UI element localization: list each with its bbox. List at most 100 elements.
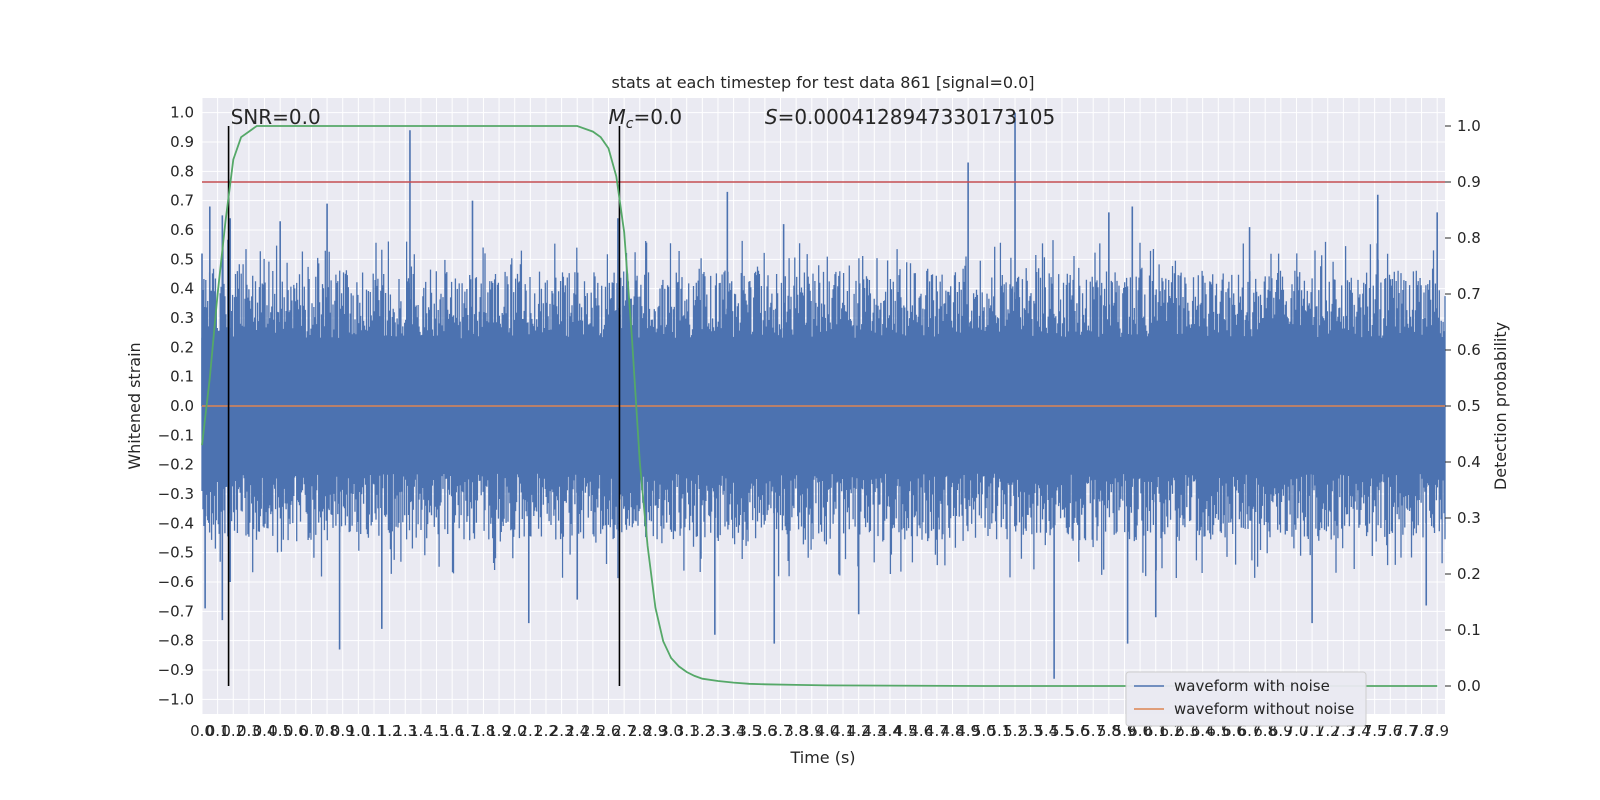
x-tick-label: 3.9	[800, 722, 824, 740]
x-tick-label: 3.0	[659, 722, 683, 740]
y-tick-label: 0.3	[170, 309, 194, 327]
x-tick-label: 5.0	[972, 722, 996, 740]
x-tick-label: 4.9	[956, 722, 980, 740]
y2-tick-label: 1.0	[1457, 117, 1481, 135]
x-tick-label: 3.8	[784, 722, 808, 740]
x-tick-label: 4.6	[909, 722, 933, 740]
x-tick-label: 1.8	[472, 722, 496, 740]
x-tick-label: 7.7	[1394, 722, 1418, 740]
y-tick-label: −0.2	[158, 456, 194, 474]
y2-tick-label: 0.8	[1457, 229, 1481, 247]
x-tick-label: 2.6	[597, 722, 621, 740]
x-tick-label: 4.1	[831, 722, 855, 740]
y-tick-label: 0.7	[170, 192, 194, 210]
x-tick-label: 1.7	[456, 722, 480, 740]
y2-tick-label: 0.6	[1457, 341, 1481, 359]
y-tick-label: −0.1	[158, 426, 194, 444]
x-tick-label: 7.5	[1363, 722, 1387, 740]
x-tick-label: 0.3	[237, 722, 261, 740]
x-tick-label: 4.2	[847, 722, 871, 740]
y-tick-label: −0.3	[158, 485, 194, 503]
y2-tick-label: 0.7	[1457, 285, 1481, 303]
x-tick-label: 7.6	[1378, 722, 1402, 740]
x-tick-label: 4.7	[925, 722, 949, 740]
x-tick-label: 2.1	[518, 722, 542, 740]
y2-axis-label: Detection probability	[1491, 322, 1510, 490]
y2-tick-label: 0.5	[1457, 397, 1481, 415]
x-tick-label: 4.8	[941, 722, 965, 740]
x-tick-label: 1.4	[409, 722, 433, 740]
x-tick-label: 3.6	[753, 722, 777, 740]
annotation-snr: SNR=0.0	[231, 105, 321, 129]
x-tick-label: 4.5	[894, 722, 918, 740]
x-tick-label: 0.9	[331, 722, 355, 740]
x-tick-label: 7.9	[1425, 722, 1449, 740]
x-tick-label: 5.1	[987, 722, 1011, 740]
detection-probability-line	[201, 125, 1438, 687]
legend-label-noise: waveform with noise	[1174, 677, 1330, 695]
x-tick-label: 4.0	[815, 722, 839, 740]
x-tick-label: 2.2	[534, 722, 558, 740]
legend-label-clean: waveform without noise	[1174, 700, 1354, 718]
x-tick-label: 3.7	[769, 722, 793, 740]
x-tick-label: 1.0	[346, 722, 370, 740]
x-tick-label: 5.7	[1081, 722, 1105, 740]
x-tick-label: 3.3	[706, 722, 730, 740]
x-tick-label: 5.6	[1066, 722, 1090, 740]
x-tick-label: 1.2	[378, 722, 402, 740]
annotation-mc: Mc=0.0	[609, 105, 683, 132]
legend-box	[1125, 671, 1367, 727]
x-tick-label: 1.3	[393, 722, 417, 740]
y-tick-label: 1.0	[170, 104, 194, 122]
x-tick-label: 2.0	[503, 722, 527, 740]
y2-tick-label: 0.9	[1457, 173, 1481, 191]
x-tick-label: 2.9	[643, 722, 667, 740]
x-tick-label: 0.8	[315, 722, 339, 740]
y-tick-label: 0.8	[170, 162, 194, 180]
x-axis-label: Time (s)	[789, 748, 855, 767]
x-tick-label: 1.6	[440, 722, 464, 740]
y-tick-label: −0.6	[158, 573, 194, 591]
x-tick-label: 2.7	[612, 722, 636, 740]
x-tick-labels: 0.00.10.20.30.40.50.60.70.80.91.01.11.21…	[190, 722, 1449, 740]
x-tick-label: 2.4	[565, 722, 589, 740]
x-tick-label: 5.5	[1050, 722, 1074, 740]
x-tick-label: 0.6	[284, 722, 308, 740]
y-tick-label: −0.8	[158, 632, 194, 650]
x-tick-label: 1.9	[487, 722, 511, 740]
x-tick-label: 5.4	[1034, 722, 1058, 740]
series-lines	[201, 125, 1445, 687]
y-tick-label: 0.2	[170, 338, 194, 356]
x-tick-label: 2.3	[550, 722, 574, 740]
x-tick-label: 7.8	[1410, 722, 1434, 740]
chart-title: stats at each timestep for test data 861…	[611, 73, 1034, 92]
x-tick-label: 0.4	[253, 722, 277, 740]
y-tick-label: 0.0	[170, 397, 194, 415]
x-tick-label: 0.7	[300, 722, 324, 740]
x-tick-label: 3.4	[722, 722, 746, 740]
x-tick-label: 1.5	[425, 722, 449, 740]
x-tick-label: 3.5	[737, 722, 761, 740]
x-tick-label: 3.1	[675, 722, 699, 740]
x-tick-label: 2.5	[581, 722, 605, 740]
y2-tick-label: 0.4	[1457, 453, 1481, 471]
y2-tick-labels: 0.0 0.1 0.2 0.3 0.4 0.5 0.6 0.7 0.8 0.9 1.0	[1445, 117, 1481, 695]
y2-tick-label: 0.1	[1457, 621, 1481, 639]
y-tick-label: −0.4	[158, 514, 194, 532]
y-tick-label: −0.9	[158, 661, 194, 679]
y-tick-label: 0.9	[170, 133, 194, 151]
y-tick-label: −1.0	[158, 690, 194, 708]
x-tick-label: 0.5	[268, 722, 292, 740]
x-tick-label: 3.2	[690, 722, 714, 740]
x-tick-label: 5.3	[1019, 722, 1043, 740]
y2-tick-label: 0.2	[1457, 565, 1481, 583]
y-tick-labels: −1.0 −0.9 −0.8 −0.7 −0.6 −0.5 −0.4 −0.3 −0.2 −0.1…	[158, 104, 194, 709]
y-axis-label: Whitened strain	[125, 342, 144, 469]
x-tick-label: 0.2	[221, 722, 245, 740]
y-tick-label: −0.7	[158, 602, 194, 620]
x-tick-label: 5.2	[1003, 722, 1027, 740]
y-tick-label: 0.1	[170, 368, 194, 386]
x-tick-label: 4.4	[878, 722, 902, 740]
y-tick-label: 0.4	[170, 280, 194, 298]
